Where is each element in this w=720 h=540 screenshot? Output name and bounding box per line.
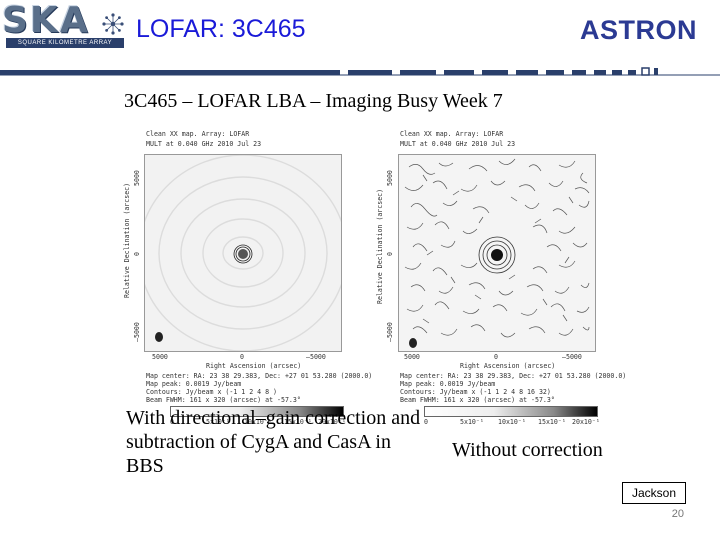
ska-logo: SKA SQUARE KILOMETRE ARRAY bbox=[2, 3, 128, 53]
left-colorbar-tick: 20x10⁻¹ bbox=[318, 418, 346, 426]
page-number: 20 bbox=[671, 508, 684, 520]
right-y-tick: 5000 bbox=[386, 170, 394, 186]
right-x-axis-label: Right Ascension (arcsec) bbox=[460, 362, 556, 370]
right-x-tick: –5000 bbox=[562, 353, 582, 361]
right-info-line: Beam FWHM: 161 x 320 (arcsec) at -57.3° bbox=[400, 396, 555, 404]
right-colorbar-tick: 5x10⁻¹ bbox=[460, 418, 484, 426]
left-y-tick: 5000 bbox=[133, 170, 141, 186]
left-info-line: Map peak: 0.0019 Jy/beam bbox=[146, 380, 242, 388]
caption-without-correction: Without correction bbox=[452, 439, 603, 461]
figure-heading: 3C465 – LOFAR LBA – Imaging Busy Week 7 bbox=[124, 90, 503, 112]
right-x-tick: 5000 bbox=[404, 353, 420, 361]
astron-logo: ASTRON bbox=[580, 15, 697, 45]
caption-with-correction: With directional–gain correction and sub… bbox=[126, 407, 421, 477]
ska-logo-letters: SKA bbox=[2, 0, 90, 41]
left-map-title: Clean XX map. Array: LOFAR bbox=[146, 130, 250, 138]
right-colorbar bbox=[424, 406, 598, 417]
left-clean-map-image bbox=[144, 154, 342, 352]
right-info-line: Contours: Jy/beam x (-1 1 2 4 8 16 32) bbox=[400, 388, 551, 396]
right-clean-map-image bbox=[398, 154, 596, 352]
right-info-line: Map center: RA: 23 38 29.383, Dec: +27 0… bbox=[400, 372, 627, 380]
left-y-axis-label: Relative Declination (arcsec) bbox=[123, 182, 131, 298]
left-info-line: Map center: RA: 23 38 29.383, Dec: +27 0… bbox=[146, 372, 373, 380]
right-colorbar-tick: 10x10⁻¹ bbox=[498, 418, 526, 426]
left-x-tick: 5000 bbox=[152, 353, 168, 361]
left-y-tick: –5000 bbox=[133, 322, 141, 342]
ska-star-icon bbox=[102, 13, 124, 35]
left-colorbar-tick: 15x10⁻¹ bbox=[284, 418, 312, 426]
left-y-tick: 0 bbox=[133, 252, 141, 256]
left-colorbar-tick: 10x10⁻¹ bbox=[244, 418, 272, 426]
slide-title: LOFAR: 3C465 bbox=[136, 15, 306, 43]
credit-box: Jackson bbox=[622, 482, 686, 504]
right-colorbar-tick: 20x10⁻¹ bbox=[572, 418, 600, 426]
left-x-tick: 0 bbox=[240, 353, 244, 361]
right-y-tick: 0 bbox=[386, 252, 394, 256]
right-x-tick: 0 bbox=[494, 353, 498, 361]
left-map-subtitle: MULT at 0.040 GHz 2010 Jul 23 bbox=[146, 140, 262, 148]
right-info-line: Map peak: 0.0019 Jy/beam bbox=[400, 380, 496, 388]
right-colorbar-tick: 15x10⁻¹ bbox=[538, 418, 566, 426]
ska-logo-tagline: SQUARE KILOMETRE ARRAY bbox=[6, 38, 124, 48]
right-colorbar-tick: 0 bbox=[424, 418, 428, 426]
left-x-axis-label: Right Ascension (arcsec) bbox=[206, 362, 302, 370]
left-x-tick: –5000 bbox=[306, 353, 326, 361]
right-map-subtitle: MULT at 0.040 GHz 2010 Jul 23 bbox=[400, 140, 516, 148]
right-y-tick: –5000 bbox=[386, 322, 394, 342]
left-info-line: Contours: Jy/beam x (-1 1 2 4 8 ) bbox=[146, 388, 278, 396]
right-y-axis-label: Relative Declination (arcsec) bbox=[376, 188, 384, 304]
header-stripe bbox=[0, 67, 720, 76]
right-map-title: Clean XX map. Array: LOFAR bbox=[400, 130, 504, 138]
left-colorbar-tick: 5x10⁻¹ bbox=[206, 418, 230, 426]
left-colorbar-tick: 0 bbox=[170, 418, 174, 426]
left-info-line: Beam FWHM: 161 x 320 (arcsec) at -57.3° bbox=[146, 396, 301, 404]
left-colorbar bbox=[170, 406, 344, 417]
